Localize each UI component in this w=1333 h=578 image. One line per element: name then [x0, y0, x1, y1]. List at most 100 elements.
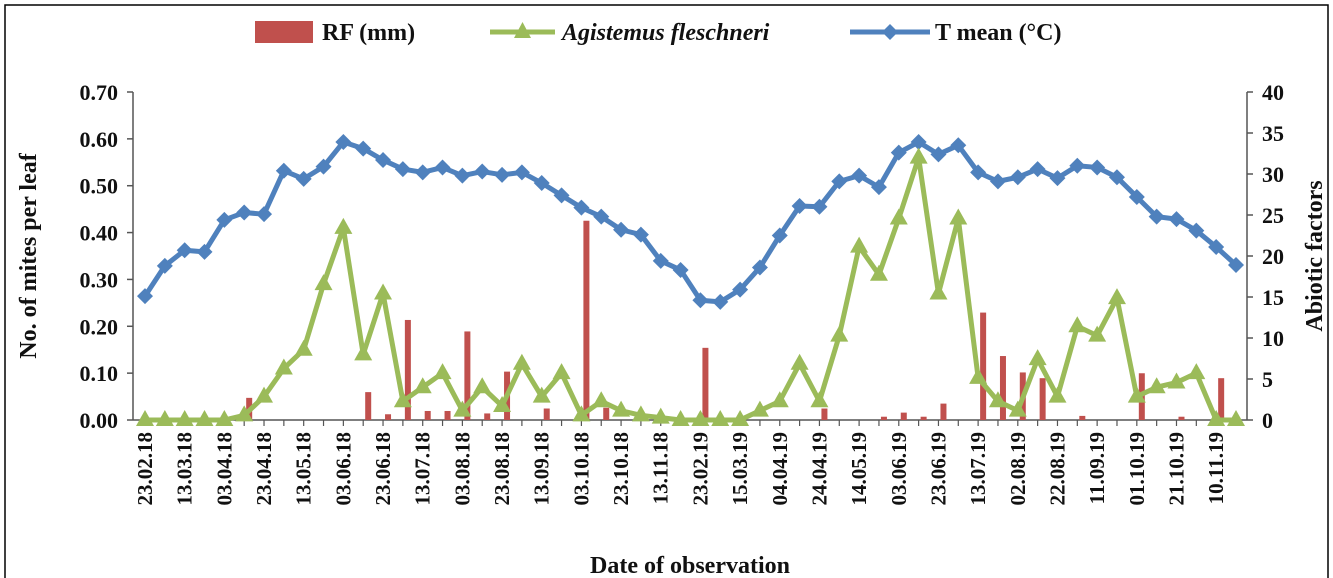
- y-left-tick-label: 0.20: [80, 314, 119, 339]
- x-tick-label: 13.07.18: [411, 432, 435, 506]
- tmean-point: [275, 162, 292, 179]
- agistemus-point: [1088, 325, 1107, 342]
- tmean-point: [394, 161, 411, 178]
- rf-bar: [583, 220, 590, 420]
- agistemus-point: [1008, 400, 1027, 417]
- legend-label-tmean: T mean (°C): [935, 20, 1061, 46]
- y-left-axis-title: No. of mites per leaf: [16, 152, 42, 359]
- tmean-point: [751, 259, 768, 276]
- tmean-point: [335, 134, 352, 151]
- rf-bar: [920, 416, 927, 420]
- x-tick-label: 23.08.18: [490, 432, 514, 506]
- agistemus-point: [1167, 372, 1186, 389]
- x-tick-label: 23.02.18: [133, 432, 157, 506]
- x-tick-label: 11.09.19: [1085, 432, 1109, 504]
- agistemus-point: [929, 283, 948, 300]
- agistemus-point: [612, 400, 631, 417]
- agistemus-point: [850, 236, 869, 253]
- rf-bar: [1178, 416, 1185, 420]
- x-tick-label: 03.10.18: [569, 432, 593, 506]
- y-left-tick-label: 0.00: [80, 408, 119, 433]
- agistemus-point: [810, 391, 829, 408]
- tmean-point: [1089, 159, 1106, 176]
- x-tick-label: 03.04.18: [212, 432, 236, 506]
- tmean-point: [414, 164, 431, 181]
- agistemus-point: [1107, 288, 1126, 305]
- x-tick-label: 03.06.19: [887, 432, 911, 506]
- tmean-point: [791, 197, 808, 214]
- rf-bar: [821, 408, 828, 420]
- agistemus-point: [175, 410, 194, 426]
- agistemus-point: [195, 410, 214, 426]
- agistemus-point: [750, 400, 769, 417]
- x-tick-label: 15.03.19: [728, 432, 752, 506]
- agistemus-point: [453, 400, 472, 417]
- tmean-point: [970, 164, 987, 181]
- x-tick-label: 21.10.19: [1164, 432, 1188, 506]
- agistemus-point: [1127, 386, 1146, 403]
- legend-marker-tmean: [882, 24, 898, 40]
- legend-label-rf: RF (mm): [322, 20, 415, 46]
- tmean-point: [1108, 169, 1125, 186]
- agistemus-point: [393, 391, 412, 408]
- tmean-point: [355, 140, 372, 157]
- rf-bar: [603, 407, 610, 420]
- agistemus-point: [869, 264, 888, 281]
- y-right-axis-title: Abiotic factors: [1302, 180, 1328, 331]
- axes: [132, 92, 1248, 421]
- tmean-point: [870, 179, 887, 196]
- y-right-tick-label: 5: [1262, 367, 1273, 392]
- rf-bar: [980, 312, 987, 420]
- rf-bar: [484, 413, 491, 420]
- tmean-point: [533, 175, 550, 192]
- y-right-tick-label: 15: [1262, 285, 1284, 310]
- agistemus-point: [334, 217, 353, 234]
- agistemus-point: [592, 391, 611, 408]
- tmean-point: [256, 206, 273, 223]
- agistemus-point: [1068, 316, 1087, 333]
- agistemus-point: [552, 363, 571, 380]
- tmean-point: [1069, 157, 1086, 174]
- y-left-ticks: 0.00 0.10 0.20 0.30 0.40 0.50 0.60 0.70: [80, 80, 133, 433]
- agistemus-point: [433, 363, 452, 380]
- x-tick-label: 01.10.19: [1125, 432, 1149, 506]
- agistemus-point: [770, 391, 789, 408]
- rf-bar: [999, 356, 1006, 420]
- agistemus-point: [1207, 410, 1226, 426]
- tmean-point: [494, 166, 511, 183]
- x-tick-label: 03.06.18: [331, 432, 355, 506]
- tmean-point: [1188, 222, 1205, 239]
- x-tick-label: 23.02.19: [688, 432, 712, 506]
- x-tick-label: 22.08.19: [1045, 432, 1069, 506]
- tmean-point: [652, 252, 669, 269]
- tmean-point: [1208, 238, 1225, 255]
- agistemus-point: [274, 358, 293, 375]
- agistemus-point: [731, 410, 750, 426]
- x-tick-label: 10.11.19: [1204, 432, 1228, 504]
- agistemus-point: [988, 391, 1007, 408]
- tmean-point: [553, 187, 570, 204]
- tmean-point: [196, 243, 213, 260]
- x-tick-label: 04.04.19: [768, 432, 792, 506]
- x-tick-label: 23.04.18: [252, 432, 276, 506]
- tmean-point: [692, 292, 709, 309]
- tmean-point: [474, 163, 491, 180]
- rf-bar: [464, 331, 471, 420]
- legend: RF (mm) Agistemus fleschneri T mean (°C): [255, 20, 1061, 46]
- agistemus-line: [145, 155, 1236, 423]
- y-right-tick-label: 35: [1262, 121, 1284, 146]
- tmean-point: [295, 170, 312, 187]
- tmean-point: [216, 211, 233, 228]
- agistemus-point: [413, 377, 432, 394]
- y-right-tick-label: 30: [1262, 162, 1284, 187]
- agistemus-point: [790, 353, 809, 370]
- y-left-tick-label: 0.40: [80, 221, 119, 246]
- rf-bar: [702, 347, 709, 420]
- tmean-point: [732, 281, 749, 298]
- y-right-ticks: 0 5 10 15 20 25 30 35 40: [1247, 80, 1284, 433]
- legend-swatch-rf: [255, 21, 313, 43]
- tmean-point: [1049, 170, 1066, 187]
- tmean-point: [1009, 169, 1026, 186]
- agistemus-point: [969, 367, 988, 384]
- agistemus-point: [889, 208, 908, 225]
